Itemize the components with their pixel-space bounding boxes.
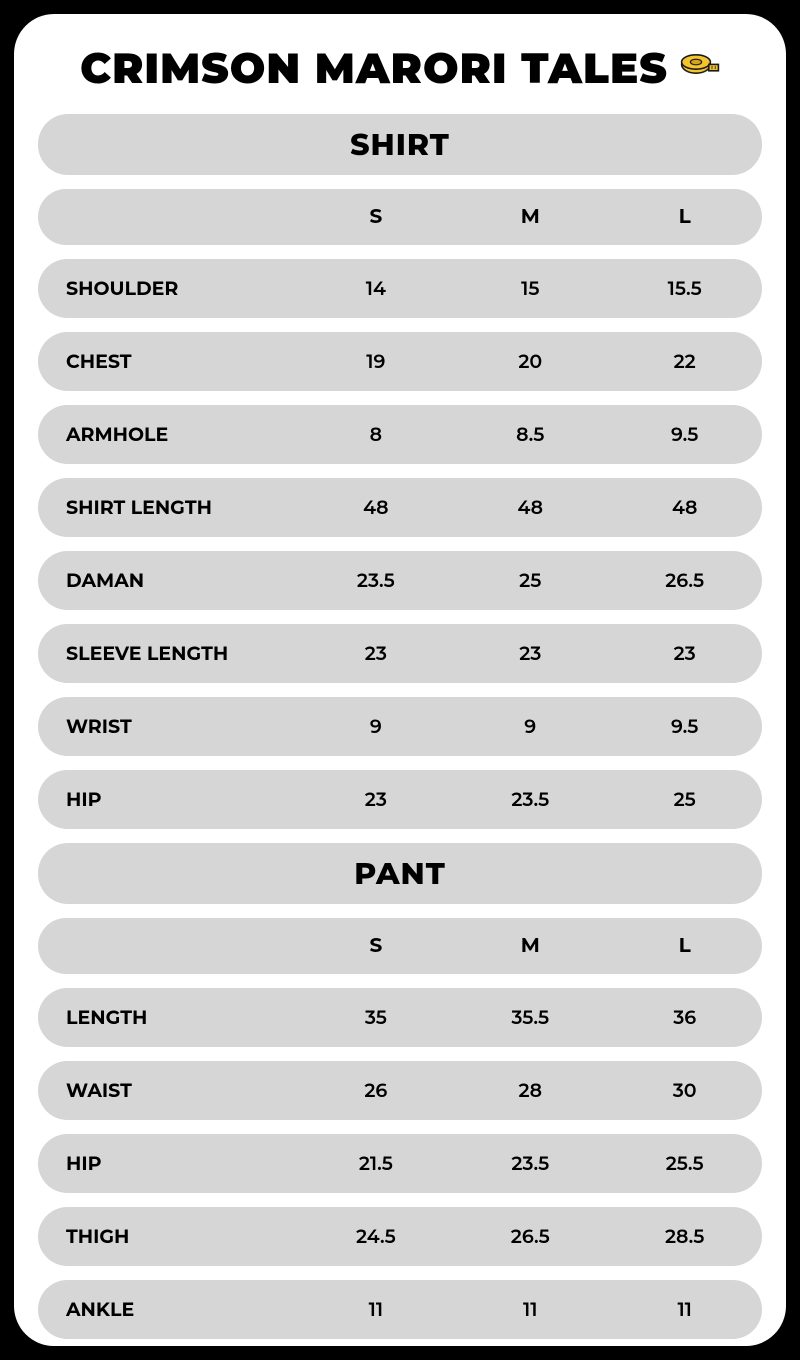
measurement-value: 15: [453, 277, 607, 300]
measurement-row: WRIST999.5: [38, 697, 762, 756]
measurement-value: 26.5: [453, 1225, 607, 1248]
measurement-value: 9.5: [607, 715, 761, 738]
measurement-value: 11: [453, 1298, 607, 1321]
measurement-row: HIP21.523.525.5: [38, 1134, 762, 1193]
measurement-value: 11: [299, 1298, 453, 1321]
measurement-value: 26: [299, 1079, 453, 1102]
measurement-label: DAMAN: [38, 569, 299, 592]
measurement-label: SLEEVE LENGTH: [38, 642, 299, 665]
measurement-label: ARMHOLE: [38, 423, 299, 446]
measurement-value: 9: [299, 715, 453, 738]
measurement-value: 9: [453, 715, 607, 738]
measurement-value: 21.5: [299, 1152, 453, 1175]
measurement-label: HIP: [38, 788, 299, 811]
measurement-row: SLEEVE LENGTH232323: [38, 624, 762, 683]
size-header-row: SML: [38, 918, 762, 974]
measurement-value: 23.5: [453, 788, 607, 811]
section-title: PANT: [38, 843, 762, 904]
measurement-value: 48: [453, 496, 607, 519]
size-header-cell: M: [453, 205, 607, 229]
size-header-empty: [38, 934, 299, 958]
measurement-value: 23: [299, 788, 453, 811]
measurement-label: SHOULDER: [38, 277, 299, 300]
size-header-row: SML: [38, 189, 762, 245]
measurement-value: 23: [607, 642, 761, 665]
size-header-cell: S: [299, 205, 453, 229]
measurement-label: SHIRT LENGTH: [38, 496, 299, 519]
measurement-value: 25: [607, 788, 761, 811]
measurement-value: 25: [453, 569, 607, 592]
measurement-value: 9.5: [607, 423, 761, 446]
measurement-value: 23.5: [299, 569, 453, 592]
measurement-row: WAIST262830: [38, 1061, 762, 1120]
section-title: SHIRT: [38, 114, 762, 175]
measurement-row: DAMAN23.52526.5: [38, 551, 762, 610]
measurement-value: 28: [453, 1079, 607, 1102]
measurement-value: 25.5: [607, 1152, 761, 1175]
measurement-row: CHEST192022: [38, 332, 762, 391]
measurement-row: ARMHOLE88.59.5: [38, 405, 762, 464]
measurement-value: 48: [607, 496, 761, 519]
size-header-cell: L: [607, 205, 761, 229]
measurement-value: 26.5: [607, 569, 761, 592]
measurement-label: WRIST: [38, 715, 299, 738]
measurement-value: 30: [607, 1079, 761, 1102]
measurement-value: 36: [607, 1006, 761, 1029]
measurement-value: 23.5: [453, 1152, 607, 1175]
size-chart-card: CRIMSON MARORI TALES SHIRTSMLSHOULDER141…: [14, 14, 786, 1346]
measurement-value: 28.5: [607, 1225, 761, 1248]
measurement-value: 19: [299, 350, 453, 373]
measurement-value: 22: [607, 350, 761, 373]
title-row: CRIMSON MARORI TALES: [38, 42, 762, 94]
measurement-value: 23: [299, 642, 453, 665]
measurement-value: 48: [299, 496, 453, 519]
measurement-value: 35: [299, 1006, 453, 1029]
measurement-row: SHIRT LENGTH484848: [38, 478, 762, 537]
measurement-row: HIP2323.525: [38, 770, 762, 829]
measurement-row: THIGH24.526.528.5: [38, 1207, 762, 1266]
size-header-cell: M: [453, 934, 607, 958]
measurement-value: 11: [607, 1298, 761, 1321]
measurement-label: WAIST: [38, 1079, 299, 1102]
sections-container: SHIRTSMLSHOULDER141515.5CHEST192022ARMHO…: [38, 114, 762, 1353]
measurement-value: 8: [299, 423, 453, 446]
measurement-value: 35.5: [453, 1006, 607, 1029]
measurement-label: HIP: [38, 1152, 299, 1175]
measurement-row: LENGTH3535.536: [38, 988, 762, 1047]
measurement-label: ANKLE: [38, 1298, 299, 1321]
measurement-row: ANKLE111111: [38, 1280, 762, 1339]
measurement-label: THIGH: [38, 1225, 299, 1248]
measurement-label: CHEST: [38, 350, 299, 373]
size-header-cell: S: [299, 934, 453, 958]
measurement-value: 24.5: [299, 1225, 453, 1248]
measurement-value: 23: [453, 642, 607, 665]
measurement-value: 8.5: [453, 423, 607, 446]
measurement-row: SHOULDER141515.5: [38, 259, 762, 318]
measuring-tape-icon: [680, 53, 720, 84]
size-header-cell: L: [607, 934, 761, 958]
measurement-value: 15.5: [607, 277, 761, 300]
measurement-label: LENGTH: [38, 1006, 299, 1029]
size-header-empty: [38, 205, 299, 229]
measurement-value: 14: [299, 277, 453, 300]
product-title: CRIMSON MARORI TALES: [80, 42, 668, 94]
measurement-value: 20: [453, 350, 607, 373]
